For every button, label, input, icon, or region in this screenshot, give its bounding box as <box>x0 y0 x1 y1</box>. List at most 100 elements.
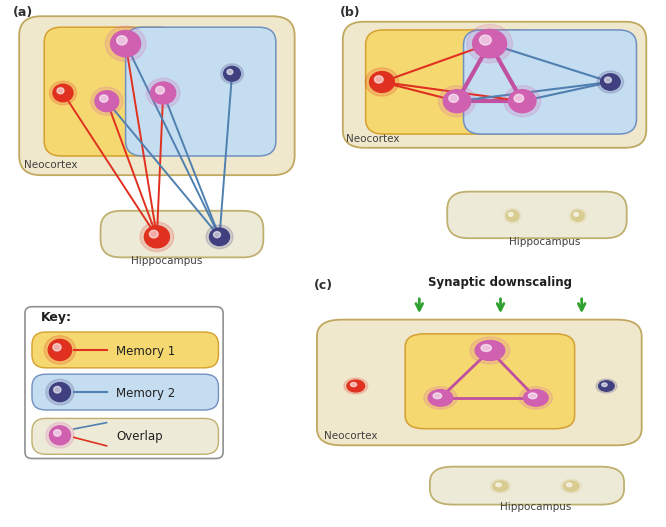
Circle shape <box>449 94 458 102</box>
Circle shape <box>57 87 64 94</box>
Text: Hippocampus: Hippocampus <box>509 237 581 247</box>
Circle shape <box>514 94 523 102</box>
Circle shape <box>95 91 119 112</box>
Circle shape <box>475 340 505 360</box>
Circle shape <box>528 393 537 399</box>
FancyBboxPatch shape <box>101 211 263 257</box>
Circle shape <box>350 383 357 387</box>
Text: Neocortex: Neocortex <box>24 160 77 170</box>
Circle shape <box>470 337 510 364</box>
Circle shape <box>46 423 74 448</box>
Circle shape <box>49 339 72 360</box>
Circle shape <box>46 379 74 405</box>
Circle shape <box>480 35 492 45</box>
Circle shape <box>54 430 61 436</box>
Circle shape <box>490 479 511 493</box>
FancyBboxPatch shape <box>464 30 637 134</box>
Circle shape <box>467 24 513 63</box>
Circle shape <box>374 76 383 83</box>
FancyBboxPatch shape <box>32 418 218 454</box>
Circle shape <box>227 70 233 74</box>
Text: Overlap: Overlap <box>116 430 163 443</box>
Text: Key:: Key: <box>41 311 73 325</box>
FancyBboxPatch shape <box>44 27 176 156</box>
Circle shape <box>523 389 548 406</box>
Circle shape <box>563 481 579 491</box>
Text: (a): (a) <box>13 6 33 19</box>
Circle shape <box>220 64 244 84</box>
Circle shape <box>105 26 146 61</box>
Circle shape <box>567 483 572 486</box>
Circle shape <box>49 426 71 445</box>
Circle shape <box>571 210 584 221</box>
Circle shape <box>481 345 492 352</box>
Circle shape <box>569 208 587 223</box>
Text: (b): (b) <box>340 6 360 19</box>
Circle shape <box>49 81 77 105</box>
Circle shape <box>53 344 61 351</box>
Circle shape <box>509 90 536 113</box>
Circle shape <box>599 381 614 391</box>
Circle shape <box>54 386 61 393</box>
Circle shape <box>605 77 611 83</box>
Circle shape <box>597 71 623 93</box>
Circle shape <box>473 30 507 58</box>
Circle shape <box>147 78 180 108</box>
Circle shape <box>44 336 76 364</box>
Circle shape <box>503 208 521 223</box>
Circle shape <box>111 31 141 57</box>
Circle shape <box>493 481 508 491</box>
Circle shape <box>149 230 158 238</box>
Circle shape <box>602 383 607 386</box>
Text: Hippocampus: Hippocampus <box>500 502 571 512</box>
Circle shape <box>151 82 176 104</box>
Text: Hippocampus: Hippocampus <box>131 256 202 266</box>
Circle shape <box>428 389 453 406</box>
Circle shape <box>347 380 364 392</box>
Circle shape <box>433 393 442 399</box>
Circle shape <box>561 479 581 493</box>
FancyBboxPatch shape <box>366 30 535 134</box>
Circle shape <box>214 231 220 238</box>
Text: Neocortex: Neocortex <box>346 134 400 144</box>
Circle shape <box>509 212 513 216</box>
FancyBboxPatch shape <box>32 374 218 410</box>
Circle shape <box>596 379 617 393</box>
FancyBboxPatch shape <box>126 27 276 156</box>
Text: (c): (c) <box>314 279 332 292</box>
FancyBboxPatch shape <box>430 467 624 505</box>
Circle shape <box>49 383 71 402</box>
FancyBboxPatch shape <box>317 319 642 445</box>
Circle shape <box>370 72 394 92</box>
Circle shape <box>210 228 230 246</box>
Text: Memory 1: Memory 1 <box>116 345 175 358</box>
Circle shape <box>503 86 541 116</box>
Text: Synaptic downscaling: Synaptic downscaling <box>428 277 573 289</box>
Circle shape <box>140 222 174 251</box>
Circle shape <box>365 68 399 96</box>
Circle shape <box>444 90 471 113</box>
Circle shape <box>496 483 501 486</box>
Circle shape <box>145 226 169 248</box>
Circle shape <box>344 378 368 394</box>
Circle shape <box>506 210 519 221</box>
FancyBboxPatch shape <box>25 307 223 458</box>
Circle shape <box>601 74 620 90</box>
Circle shape <box>91 87 123 115</box>
FancyBboxPatch shape <box>32 332 218 368</box>
Circle shape <box>156 86 165 94</box>
FancyBboxPatch shape <box>448 192 627 238</box>
Circle shape <box>424 387 457 409</box>
Circle shape <box>438 86 476 116</box>
Circle shape <box>117 36 127 45</box>
FancyBboxPatch shape <box>405 334 575 428</box>
Circle shape <box>224 66 240 81</box>
Circle shape <box>100 95 108 102</box>
FancyBboxPatch shape <box>343 22 646 148</box>
Circle shape <box>53 84 73 102</box>
FancyBboxPatch shape <box>19 16 294 175</box>
Circle shape <box>206 225 233 249</box>
Text: Neocortex: Neocortex <box>324 432 378 442</box>
Circle shape <box>574 212 578 216</box>
Text: Memory 2: Memory 2 <box>116 387 175 400</box>
